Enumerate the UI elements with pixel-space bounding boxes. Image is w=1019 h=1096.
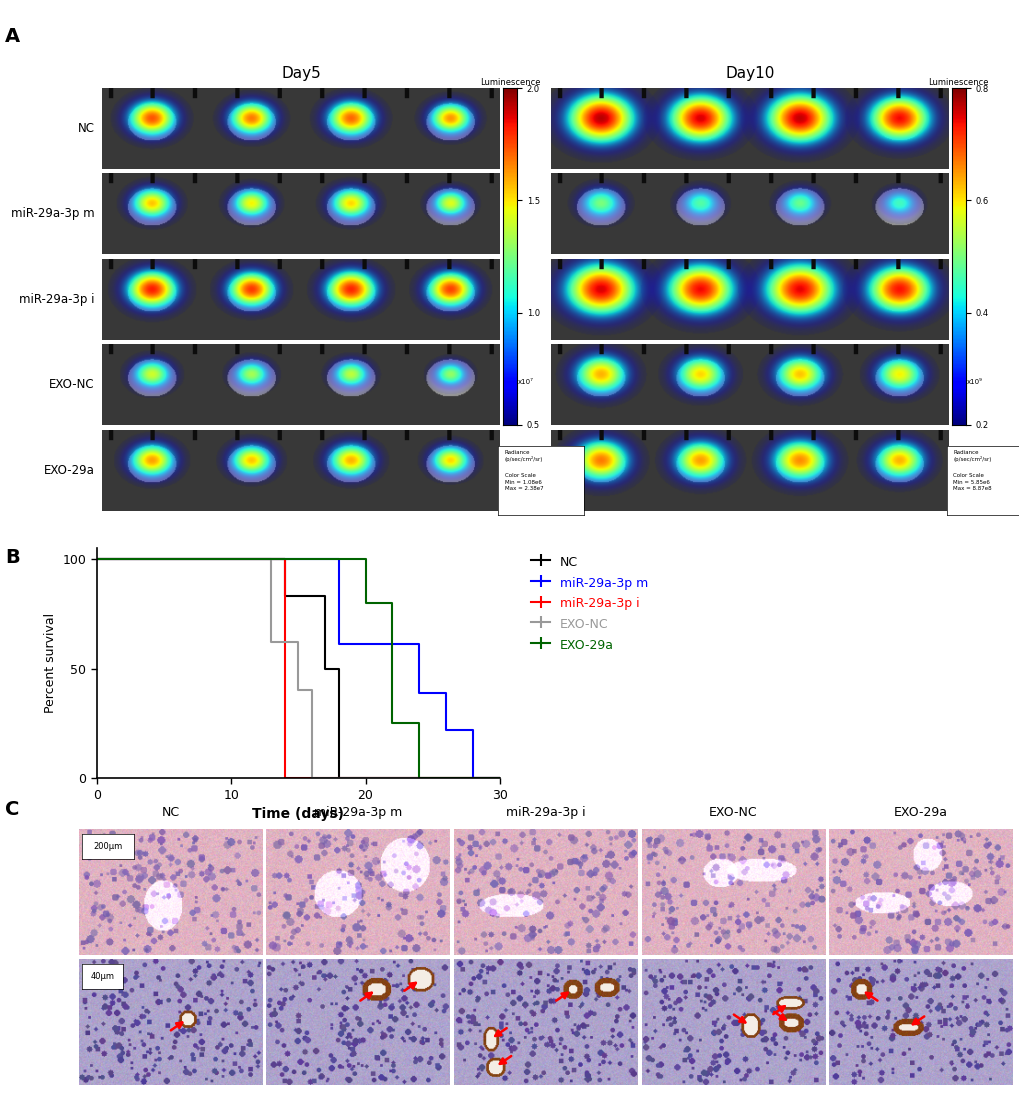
Title: Luminescence: Luminescence	[479, 78, 540, 87]
Text: B: B	[5, 548, 19, 567]
Text: x10⁷: x10⁷	[518, 379, 534, 385]
Text: miR-29a-3p m: miR-29a-3p m	[11, 207, 95, 220]
Text: x10⁹: x10⁹	[966, 379, 982, 385]
Text: Day5: Day5	[281, 67, 320, 81]
Text: NC: NC	[77, 122, 95, 135]
Title: Luminescence: Luminescence	[927, 78, 988, 87]
Text: C: C	[5, 800, 19, 819]
Text: A: A	[5, 27, 20, 46]
Text: EXO-NC: EXO-NC	[49, 378, 95, 391]
Y-axis label: Percent survival: Percent survival	[44, 613, 57, 713]
Text: EXO-29a: EXO-29a	[44, 464, 95, 477]
Text: miR-29a-3p i: miR-29a-3p i	[505, 806, 585, 819]
Text: miR-29a-3p m: miR-29a-3p m	[314, 806, 401, 819]
Text: Day10: Day10	[725, 67, 773, 81]
Legend: NC, miR-29a-3p m, miR-29a-3p i, EXO-NC, EXO-29a: NC, miR-29a-3p m, miR-29a-3p i, EXO-NC, …	[526, 550, 652, 657]
Text: EXO-29a: EXO-29a	[894, 806, 947, 819]
Text: Color Scale
Min = 1.08e6
Max = 2.38e7: Color Scale Min = 1.08e6 Max = 2.38e7	[504, 473, 543, 491]
Text: Radiance
(p/sec/cm²/sr): Radiance (p/sec/cm²/sr)	[504, 449, 542, 463]
Text: NC: NC	[161, 806, 179, 819]
Text: Radiance
(p/sec/cm²/sr): Radiance (p/sec/cm²/sr)	[953, 449, 990, 463]
X-axis label: Time (days): Time (days)	[252, 807, 344, 821]
Text: Color Scale
Min = 5.85e6
Max = 8.87e8: Color Scale Min = 5.85e6 Max = 8.87e8	[953, 473, 991, 491]
Text: EXO-NC: EXO-NC	[708, 806, 757, 819]
Text: miR-29a-3p i: miR-29a-3p i	[19, 293, 95, 306]
